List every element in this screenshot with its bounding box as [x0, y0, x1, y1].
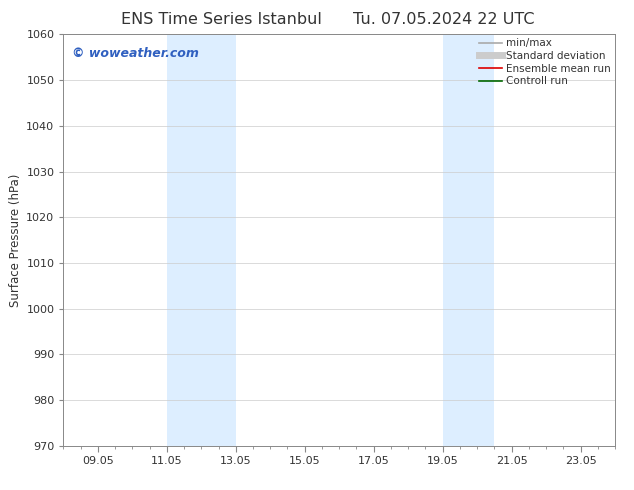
Bar — [443, 34, 495, 446]
Text: ENS Time Series Istanbul: ENS Time Series Istanbul — [122, 12, 322, 27]
Text: © woweather.com: © woweather.com — [72, 47, 198, 60]
Bar — [167, 34, 236, 446]
Text: Tu. 07.05.2024 22 UTC: Tu. 07.05.2024 22 UTC — [353, 12, 534, 27]
Legend: min/max, Standard deviation, Ensemble mean run, Controll run: min/max, Standard deviation, Ensemble me… — [477, 36, 613, 88]
Y-axis label: Surface Pressure (hPa): Surface Pressure (hPa) — [9, 173, 22, 307]
